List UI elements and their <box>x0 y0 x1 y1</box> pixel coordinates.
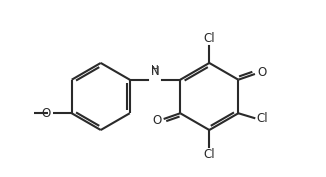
Text: Cl: Cl <box>203 32 215 45</box>
Text: N: N <box>151 65 159 78</box>
Text: O: O <box>41 107 50 120</box>
Text: Cl: Cl <box>203 148 215 161</box>
Text: H: H <box>151 65 159 75</box>
Text: O: O <box>257 66 266 79</box>
Text: O: O <box>152 114 161 127</box>
Text: Cl: Cl <box>256 112 268 125</box>
